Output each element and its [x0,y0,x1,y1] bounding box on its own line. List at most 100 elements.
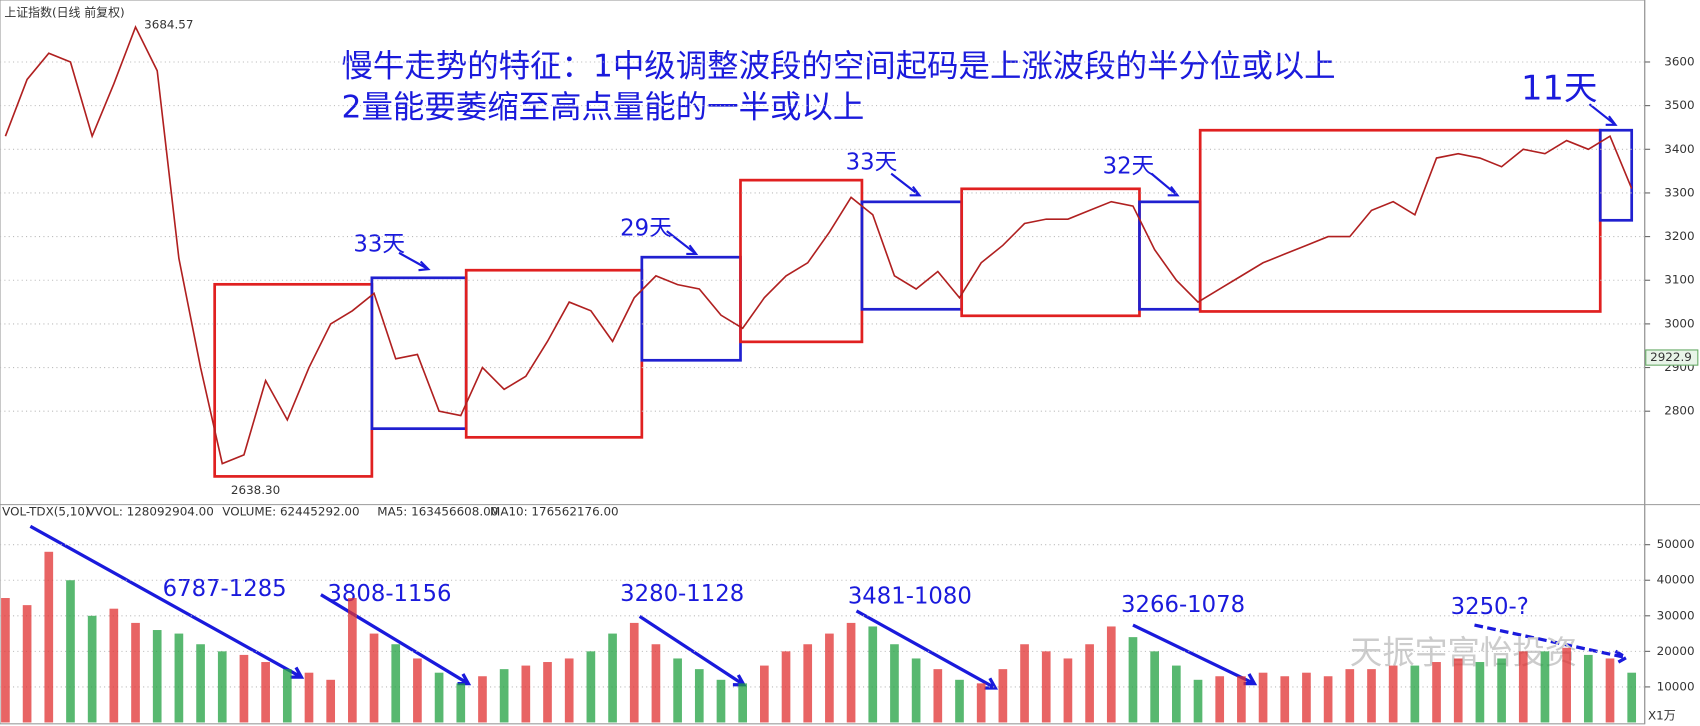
arrow [890,172,922,197]
day-label: 33天 [353,232,405,258]
unit-label: X1万 [1648,709,1676,723]
price-tag [1645,349,1699,366]
range-box [1598,128,1634,222]
volume-bar [1605,658,1615,723]
y-tick-label: 10000 [1657,679,1695,693]
volume-bar [1280,676,1290,723]
volume-bar [1453,658,1463,723]
volume-bar [369,633,379,723]
volume-note: 3808-1156 [327,581,451,607]
volume-note: 3280-1128 [620,581,744,607]
low-label: 2638.30 [231,483,280,497]
indicator: MA5: 163456608.00 [377,505,498,519]
frame [0,0,1646,725]
volume-bar [846,622,856,723]
volume-bar [781,651,791,723]
arrow [29,524,305,679]
volume-bar [1150,651,1159,723]
volume-bar [1041,651,1051,723]
y-tick-label: 3400 [1664,142,1694,156]
volume-bar [1106,626,1116,723]
volume-bar [66,580,75,723]
volume-bar [586,651,596,723]
volume-bar [1627,672,1637,723]
volume-bar [456,683,466,723]
arrow [1132,623,1258,686]
volume-bar [1518,651,1528,723]
boxes [213,128,1634,478]
day-label: 32天 [1103,154,1155,180]
y-tick-label: 30000 [1657,608,1695,622]
arrow [1588,103,1618,126]
volume-bar [1302,672,1311,723]
volume-bar [1171,665,1181,723]
volume-bar [1215,676,1225,723]
volume-bar [478,676,487,723]
volume-bar [1583,654,1593,723]
volume-bar [1410,665,1420,723]
volume-bar [174,633,184,723]
arrow [1474,623,1630,665]
indicator: VOL-TDX(5,10) [2,505,89,519]
volume-bar [1193,679,1203,723]
volume-bar [152,630,162,723]
volume-bar [608,633,617,723]
arrow [398,251,431,272]
arrow [855,609,999,690]
volume-bar [629,622,639,723]
volume-bar [933,669,943,723]
volume-bar [955,679,964,723]
volume-bar [348,598,357,723]
chart-title: 上证指数(日线 前复权) [4,6,124,20]
high-label: 3684.57 [144,18,193,32]
volume-bar [543,662,552,723]
volume-note: 3481-1080 [848,583,972,609]
day-label: 29天 [620,215,672,241]
volume-bar [1475,662,1485,723]
volume-bar [239,654,249,723]
volume-bar [1345,669,1355,723]
volume-bar [196,644,205,723]
volume-bar [694,669,704,723]
annotation: 慢牛走势的特征：1中级调整波段的空间起码是上涨波段的半分位或以上 [342,48,1336,84]
y-tick-label: 3000 [1664,316,1694,330]
watermark: 天振宇富怡投资 [1350,633,1578,671]
volume-bar [825,633,834,723]
volume-bar [282,669,292,723]
volume-bar [760,665,769,723]
volume-bar [998,669,1008,723]
y-tick-label: 3200 [1664,229,1694,243]
volume-bar [44,551,54,723]
arrow [666,230,699,256]
price-tag-label: 2922.9 [1650,350,1692,364]
volume-bar [1085,644,1094,723]
indicator: MA10: 176562176.00 [490,505,619,519]
volume-bar [738,683,747,723]
volume-bar [716,679,726,723]
volume-bar [1432,662,1441,723]
volume-bar [1540,651,1550,723]
volume-bar [521,665,531,723]
volume-bar [391,644,401,723]
volume-bar [131,622,140,723]
volume-bar [413,658,422,723]
y-tick-label: 40000 [1657,573,1695,587]
y-tick-label: 3600 [1664,54,1694,68]
volume-bar [217,651,227,723]
volume-bar [803,644,813,723]
volume-bar [1388,665,1398,723]
indicator: VOLUME: 62445292.00 [222,505,359,519]
y-tick-label: 20000 [1657,644,1695,658]
volume-bar [1128,637,1138,723]
volume-bar [109,608,119,723]
volume-bar [673,658,682,723]
volume-bar [1237,676,1246,723]
volume-note: 6787-1285 [163,576,287,602]
volume-bar [564,658,574,723]
arrows [29,103,1630,690]
volume-bar [976,683,986,723]
volume-bar [1562,647,1571,723]
volume-bar [1,598,10,723]
volume-bar [1323,676,1333,723]
